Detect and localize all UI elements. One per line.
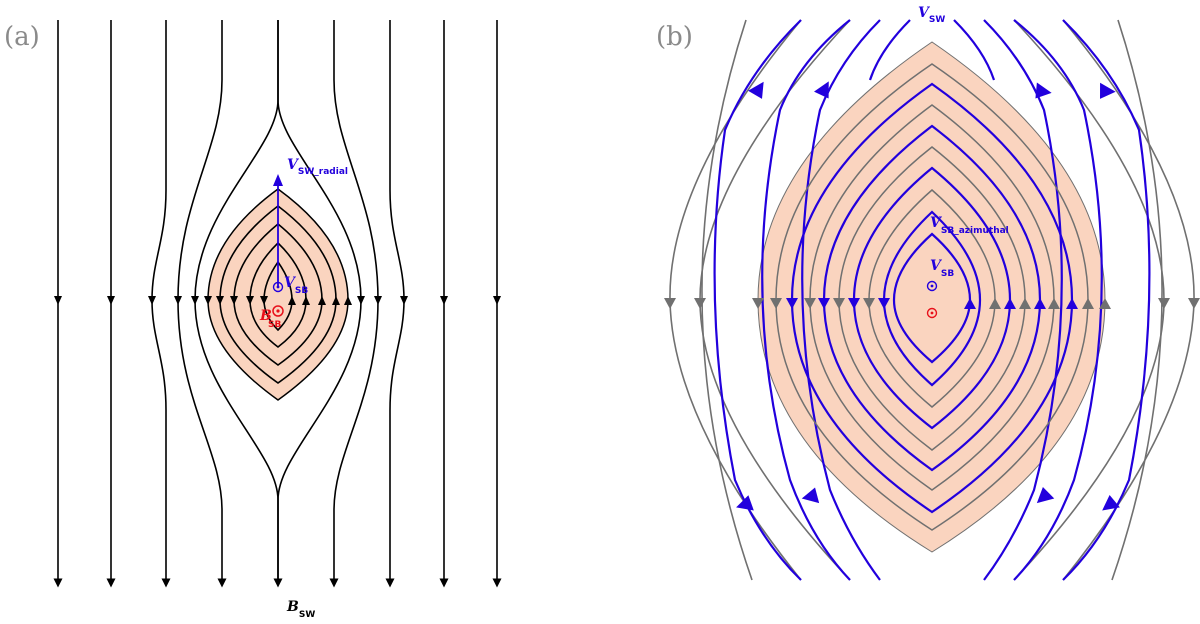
panel-a-v-radial-label: VSW_radial (287, 157, 348, 177)
panel-a: (a) (4, 20, 502, 620)
panel-a-mid-arrows (54, 296, 501, 305)
panel-a-bsb-marker (272, 305, 284, 317)
panel-b-blue-inner-loops (790, 82, 1074, 514)
panel-a-bsb-label: B SB (259, 308, 281, 330)
panel-b-shaded-region (757, 41, 1106, 553)
panel-b-vsb-marker (926, 280, 938, 292)
panel-b-vsw-label: VSW (918, 5, 945, 25)
panel-b-blue-outer-lines (713, 19, 1151, 581)
panel-b: (b) (656, 5, 1200, 581)
panel-b-red-marker (926, 307, 938, 319)
panel-a-radial-velocity-arrow (273, 174, 283, 287)
panel-a-shaded-region (207, 188, 349, 401)
panel-b-gray-inner-loops (775, 63, 1089, 531)
panel-b-label: (b) (656, 22, 693, 52)
panel-b-blue-flow-arrows (736, 81, 1120, 511)
panel-b-mid-arrows (664, 298, 1200, 309)
panel-a-bsw-label: BSW (286, 599, 315, 620)
panel-a-inner-loops (219, 204, 337, 384)
panel-b-vsb-label: VSB (930, 258, 954, 279)
panel-b-v-azimuthal-label: VSB_azimuthal (930, 215, 1009, 236)
panel-a-label: (a) (4, 22, 40, 52)
panel-a-vsb-label: VSB (284, 275, 308, 296)
panel-a-vsb-marker (272, 281, 284, 293)
